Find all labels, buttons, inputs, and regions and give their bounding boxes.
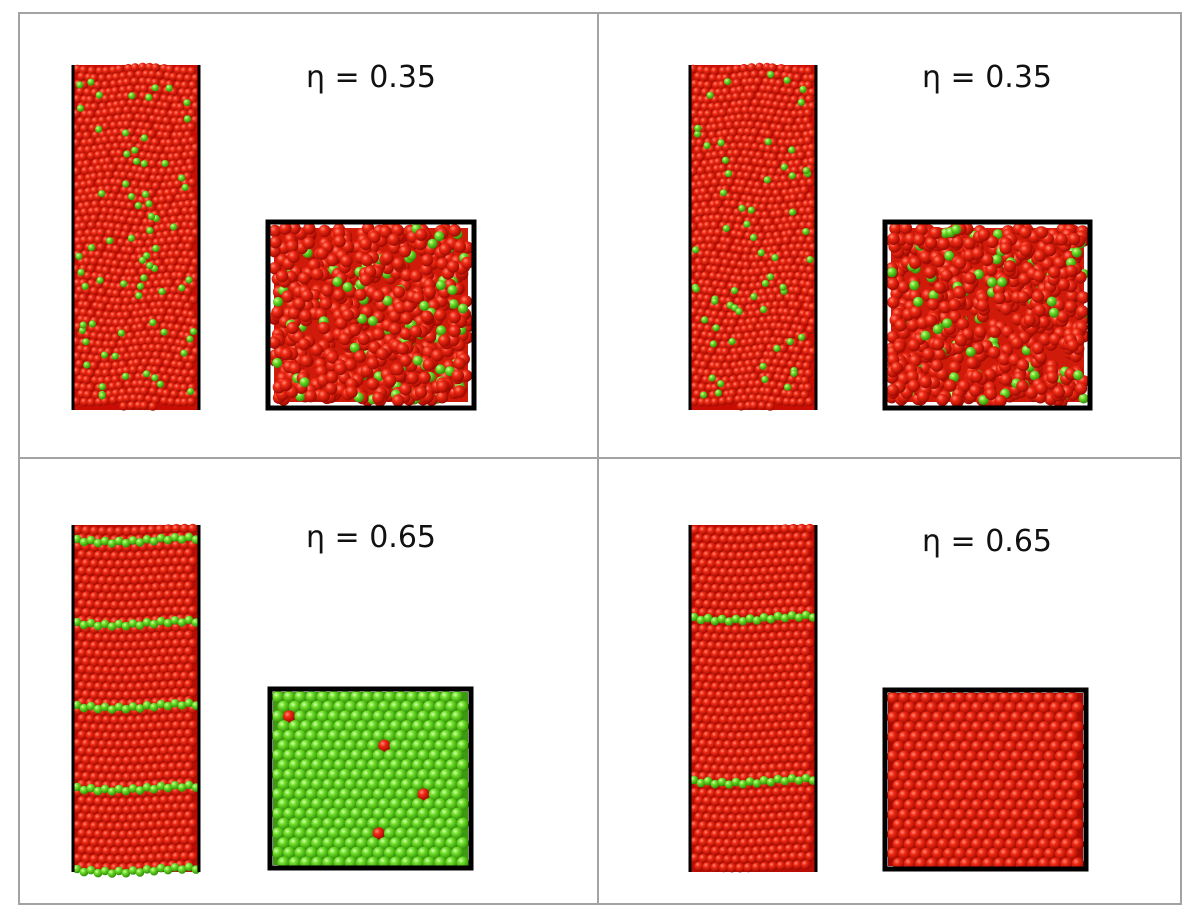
top-view-box (267, 686, 474, 871)
panel-bottom-left (71, 523, 474, 878)
side-view-column (71, 62, 201, 411)
side-view-column (688, 523, 818, 873)
top-view-box (882, 219, 1093, 411)
panel-bottom-right (688, 523, 1089, 873)
panel-top-right (688, 62, 1093, 411)
panel-grid (18, 12, 1182, 905)
eta-label-top-right: η = 0.35 (922, 60, 1053, 95)
eta-label-top-left: η = 0.35 (306, 60, 437, 95)
top-view-box (265, 219, 477, 411)
side-view-column (688, 62, 818, 411)
eta-label-bottom-left: η = 0.65 (306, 520, 437, 555)
side-view-column (71, 523, 201, 878)
eta-label-bottom-right: η = 0.65 (922, 524, 1053, 559)
panel-top-left (71, 62, 477, 411)
top-view-box (882, 687, 1089, 872)
